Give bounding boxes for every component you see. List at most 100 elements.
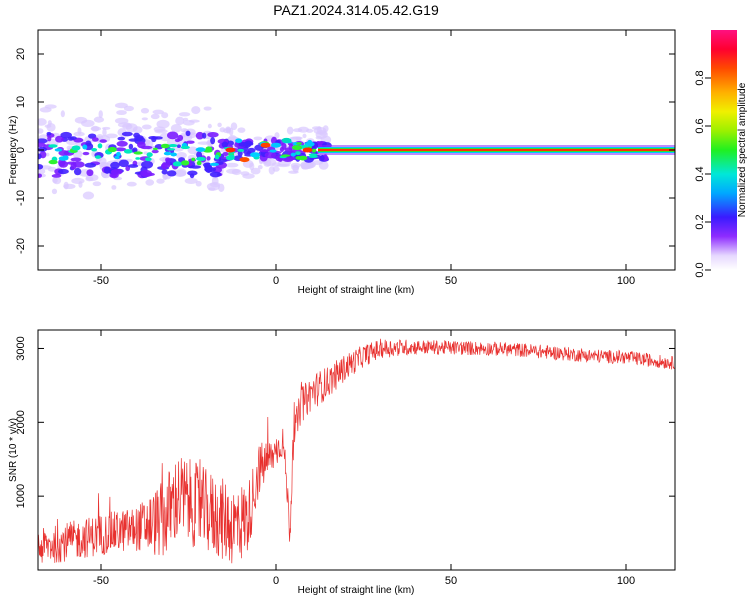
ridge-transition-blob (302, 147, 313, 153)
spectrogram-peak-blob (54, 148, 63, 152)
spectrogram-peak-blob (58, 156, 69, 161)
spectrogram-halo-blob (52, 177, 58, 184)
spectrogram-halo-blob (288, 170, 299, 174)
spectrogram-core-blob (103, 166, 111, 174)
spectrogram-halo-blob (195, 180, 202, 187)
spectrogram-core-blob (185, 130, 191, 137)
spectrogram-xtick-label: 0 (273, 275, 279, 287)
spectrogram-core-blob (58, 160, 69, 168)
spectrogram-halo-blob (117, 122, 132, 128)
spectrogram-halo-blob (218, 183, 225, 192)
spectrogram-peak-blob (116, 151, 121, 157)
spectrogram-core-blob (118, 159, 129, 168)
ridge-transition-blob (260, 142, 271, 148)
spectrogram-peak-blob (160, 143, 170, 149)
spectrogram-peak-blob (191, 157, 196, 162)
spectrogram-halo-blob (111, 185, 117, 190)
spectrogram-core-blob (134, 134, 144, 142)
snr-xtick-label: 0 (273, 575, 279, 587)
spectrogram-core-blob (46, 131, 52, 136)
spectrogram-core-blob (161, 169, 168, 175)
snr-frame (37, 329, 676, 571)
snr-xtick-label: 50 (445, 575, 457, 587)
spectrogram-core-blob (209, 171, 222, 178)
ridge-band-red (318, 149, 675, 151)
spectrogram-ytick-label: -10 (15, 190, 27, 206)
spectrogram-halo-blob (206, 182, 220, 191)
spectrogram-halo-blob (217, 122, 222, 128)
spectrogram-ytick-label: -20 (15, 238, 27, 254)
spectrogram-halo-blob (286, 126, 294, 135)
spectrogram-halo-blob (98, 161, 109, 168)
snr-ytick-label: 1000 (15, 484, 27, 508)
colorbar-tick-label: 0.0 (694, 262, 706, 277)
spectrogram-xlabel: Height of straight line (km) (298, 285, 415, 296)
spectrogram-halo-blob (141, 117, 148, 121)
spectrogram-peak-blob (269, 149, 277, 153)
spectrogram-halo-blob (300, 163, 310, 170)
spectrogram-peak-blob (82, 144, 88, 150)
spectrogram-peak-blob (152, 147, 158, 151)
spectrogram-core-blob (38, 138, 48, 144)
spectrogram-halo-blob (98, 110, 103, 118)
spectrogram-core-blob (82, 151, 90, 156)
spectrogram-halo-blob (161, 112, 169, 119)
spectrogram-core-blob (132, 147, 138, 153)
spectrogram-halo-blob (274, 132, 280, 139)
spectrogram-core-blob (177, 134, 184, 142)
spectrogram-core-blob (117, 136, 126, 141)
spectrogram-blobs (38, 102, 675, 200)
colorbar-label: Normalized spectral amplitude (737, 82, 748, 217)
ridge-transition-blob (225, 147, 236, 153)
spectrogram-xtick-label: -50 (93, 275, 109, 287)
spectrogram-halo-blob (51, 188, 58, 195)
spectrogram-ticks: -50 0 50 100 -20 -10 0 10 20 (15, 30, 675, 287)
spectrogram-peak-blob (107, 146, 117, 153)
spectrogram-core-blob (176, 144, 181, 149)
snr-ytick-label: 3000 (15, 336, 27, 360)
spectrogram-core-blob (210, 137, 216, 145)
spectrogram-peak-blob (97, 143, 103, 149)
colorbar-tick-label: 0.4 (694, 166, 706, 181)
spectrogram-halo-blob (150, 113, 160, 120)
spectrogram-core-blob (160, 163, 166, 169)
spectrogram-halo-blob (302, 133, 307, 139)
spectrogram-halo-blob (175, 116, 185, 126)
spectrogram-halo-blob (257, 164, 263, 170)
spectrogram-halo-blob (156, 119, 170, 129)
spectrogram-core-blob (99, 139, 107, 143)
spectrogram-halo-blob (175, 152, 187, 159)
spectrogram-halo-blob (182, 119, 195, 126)
spectrogram-halo-blob (73, 131, 85, 137)
ridge-transition-blob (239, 157, 250, 163)
snr-ylabel: SNR (10 * v/v) (8, 418, 19, 482)
spectrogram-halo-blob (38, 118, 47, 126)
spectrogram-core-blob (38, 153, 42, 160)
spectrogram-peak-blob (196, 156, 206, 161)
spectrogram-halo-blob (180, 134, 193, 141)
snr-xlabel: Height of straight line (km) (298, 585, 415, 596)
spectrogram-halo-blob (45, 152, 50, 157)
spectrogram-ylabel: Frequency (Hz) (8, 116, 19, 185)
spectrogram-peak-blob (237, 148, 245, 152)
spectrogram-peak-blob (48, 144, 58, 148)
spectrogram-halo-blob (203, 106, 212, 111)
spectrogram-halo-blob (132, 126, 143, 134)
spectrogram-halo-blob (306, 128, 314, 133)
spectrogram-core-blob (151, 136, 157, 143)
spectrogram-core-blob (128, 143, 134, 150)
spectrogram-frame (37, 29, 676, 271)
colorbar-gradient (711, 30, 737, 270)
spectrogram-halo-blob (154, 129, 168, 134)
spectrogram-core-blob (259, 149, 270, 153)
colorbar-ticks: 0.0 0.2 0.4 0.6 0.8 (694, 70, 711, 278)
spectrogram-peak-blob (195, 147, 206, 152)
spectrogram-peak-blob (196, 160, 202, 166)
spectrogram-core-blob (140, 145, 153, 150)
spectrogram-core-blob (60, 131, 72, 139)
spectrogram-peak-blob (145, 157, 152, 162)
spectrogram-ytick-label: 20 (15, 48, 27, 60)
spectrogram-halo-blob (38, 128, 44, 134)
spectrogram-halo-blob (178, 112, 191, 117)
spectrogram-halo-blob (60, 110, 65, 118)
